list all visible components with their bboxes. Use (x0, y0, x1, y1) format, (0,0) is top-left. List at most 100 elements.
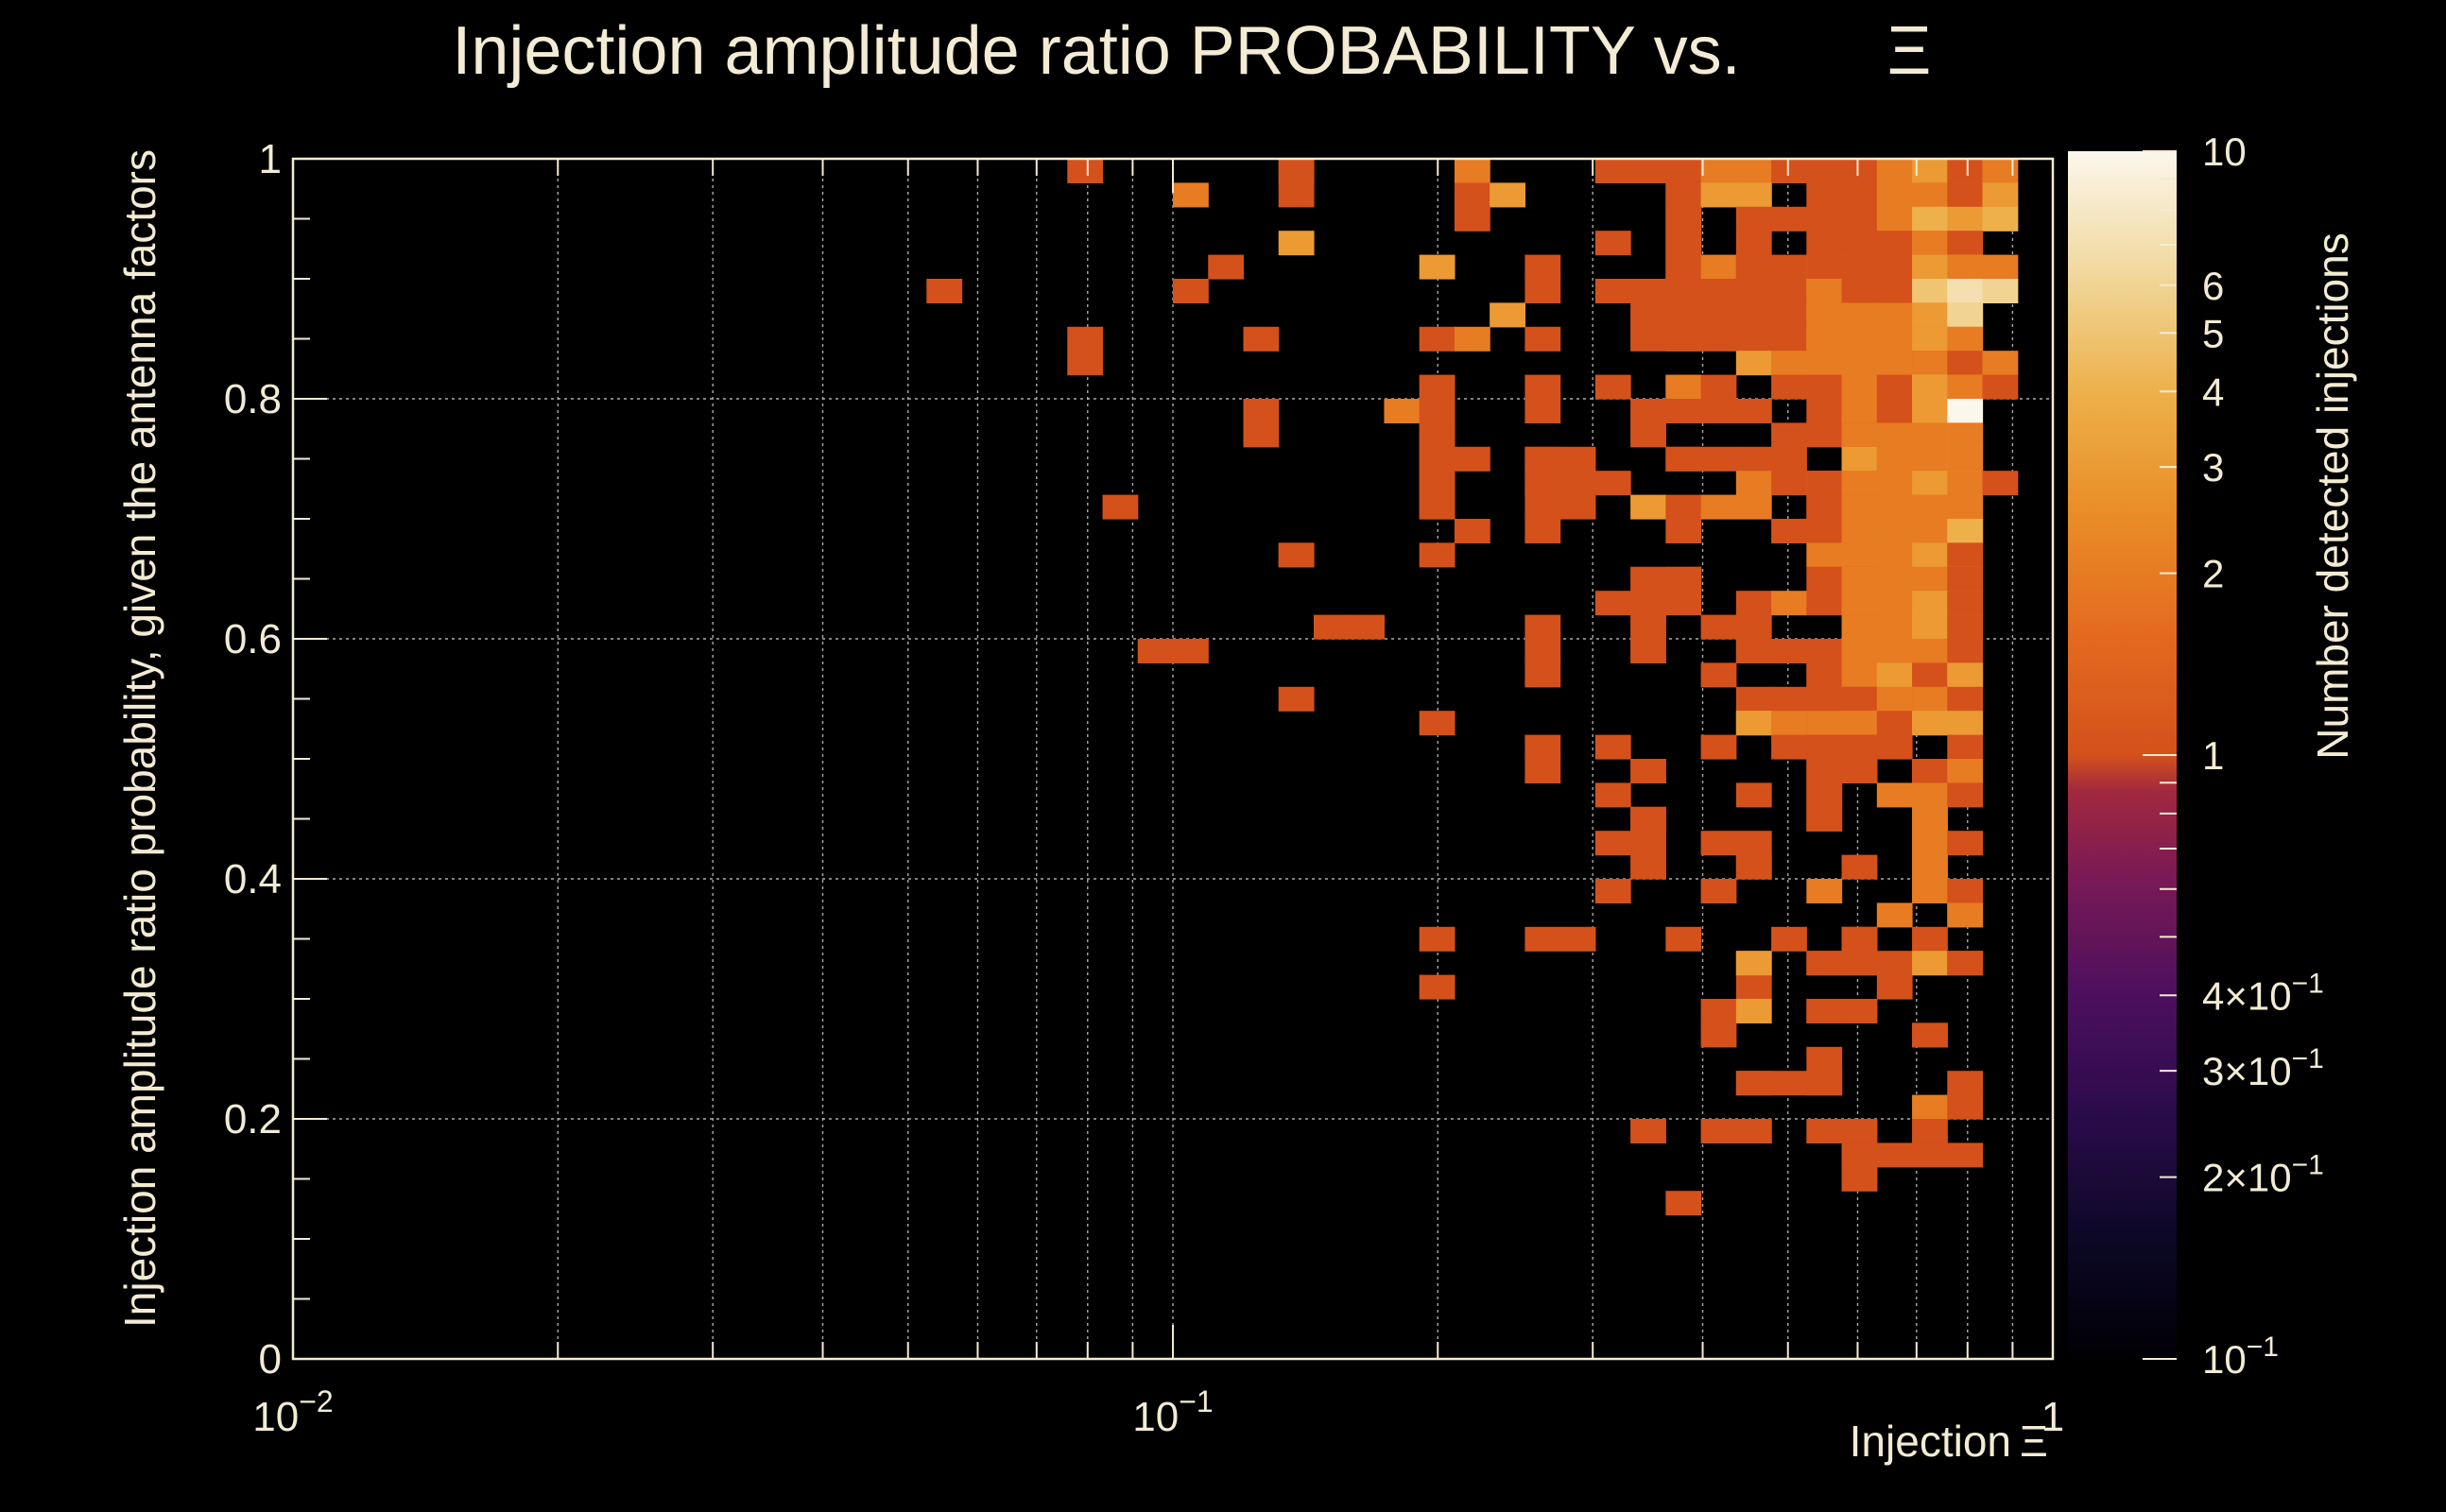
heatmap-cell (1912, 254, 1948, 280)
heatmap-cell (1806, 999, 1843, 1023)
heatmap-cell (1806, 782, 1843, 808)
heatmap-cell (1700, 326, 1737, 352)
heatmap-cell (1947, 159, 1984, 183)
heatmap-cell (1912, 711, 1948, 736)
heatmap-cell (1912, 806, 1948, 832)
heatmap-cell (1524, 662, 1561, 688)
heatmap-cell (1243, 422, 1280, 448)
heatmap-cell (1876, 351, 1913, 376)
heatmap-cell (1806, 1071, 1843, 1096)
heatmap-cell (1947, 302, 1984, 328)
heatmap-cell (1876, 182, 1913, 208)
heatmap-cell (1912, 302, 1948, 328)
heatmap-cell (1630, 1119, 1666, 1143)
heatmap-cell (1912, 231, 1948, 256)
heatmap-cell (1841, 734, 1878, 760)
heatmap-cell (1841, 566, 1878, 592)
heatmap-cell (1630, 159, 1666, 183)
heatmap-cell (1947, 614, 1984, 640)
heatmap-cell (1735, 206, 1772, 232)
colorbar-tick-label: 2×10−1 (2202, 1150, 2324, 1200)
heatmap-cell (1806, 1046, 1843, 1072)
heatmap-cell (1735, 951, 1772, 976)
heatmap-cell (1841, 254, 1878, 280)
x-tick-label: 10−1 (1132, 1384, 1213, 1440)
heatmap-cell (1912, 566, 1948, 592)
heatmap-cell (1700, 159, 1737, 183)
heatmap-cell (1876, 662, 1913, 688)
heatmap-cell (1454, 159, 1490, 183)
heatmap-cell (1665, 446, 1702, 472)
heatmap-cell (1982, 279, 2019, 303)
heatmap-cell (1947, 759, 1984, 783)
heatmap-cell (1841, 351, 1878, 376)
heatmap-cell (1947, 399, 1984, 423)
heatmap-cell (1208, 254, 1245, 280)
heatmap-cell (1806, 759, 1843, 783)
x-axis-label-text: Injection (1850, 1417, 2011, 1466)
heatmap-cell (1700, 302, 1737, 328)
heatmap-cell (1912, 182, 1948, 208)
heatmap-cell (1876, 902, 1913, 928)
heatmap-cell (1841, 639, 1878, 663)
heatmap-cell (1594, 471, 1631, 496)
heatmap-cell (1594, 782, 1631, 808)
heatmap-cell (1419, 494, 1456, 520)
heatmap-cell (1876, 782, 1913, 808)
heatmap-cells (926, 159, 2019, 1216)
heatmap-cell (1806, 422, 1843, 448)
heatmap-cell (1841, 471, 1878, 496)
heatmap-cell (1419, 542, 1456, 568)
heatmap-cell (1841, 206, 1878, 232)
heatmap-cell (1735, 1071, 1772, 1096)
heatmap-cell (1630, 831, 1666, 856)
heatmap-cell (1419, 422, 1456, 448)
heatmap-cell (1841, 759, 1878, 783)
heatmap-cell (1700, 662, 1737, 688)
heatmap-cell (1806, 279, 1843, 303)
heatmap-cell (1735, 351, 1772, 376)
heatmap-cell (1419, 974, 1456, 1000)
heatmap-cell (1665, 591, 1702, 616)
heatmap-cell (1524, 446, 1561, 472)
heatmap-cell (1137, 639, 1174, 663)
heatmap-cell (1735, 254, 1772, 280)
heatmap-cell (1278, 231, 1315, 256)
heatmap-cell (1067, 351, 1104, 376)
heatmap-cell (1912, 639, 1948, 663)
heatmap-cell (1278, 686, 1315, 712)
heatmap-cell (1841, 951, 1878, 976)
heatmap-cell (1665, 302, 1702, 328)
heatmap-cell (1912, 519, 1948, 543)
heatmap-cell (1419, 326, 1456, 352)
heatmap-cell (1841, 399, 1878, 423)
heatmap-cell (1841, 422, 1878, 448)
heatmap-cell (1771, 206, 1807, 232)
heatmap-cell (1876, 494, 1913, 520)
heatmap-cell (1912, 614, 1948, 640)
heatmap-cell (1524, 326, 1561, 352)
heatmap-cell (1876, 591, 1913, 616)
heatmap-cell (1454, 519, 1490, 543)
heatmap-cell (1982, 374, 2019, 400)
heatmap-cell (1806, 182, 1843, 208)
heatmap-cell (1243, 399, 1280, 423)
heatmap-cell (1665, 326, 1702, 352)
heatmap-cell (1947, 231, 1984, 256)
heatmap-cell (1806, 519, 1843, 543)
colorbar-tick-label: 3×10−1 (2202, 1043, 2324, 1093)
heatmap-cell (1912, 494, 1948, 520)
heatmap-cell (1771, 422, 1807, 448)
heatmap-cell (1665, 566, 1702, 592)
heatmap-cell (1559, 926, 1596, 952)
heatmap-cell (1419, 254, 1456, 280)
heatmap-cell (1665, 279, 1702, 303)
heatmap-cell (1454, 446, 1490, 472)
heatmap-cell (1947, 686, 1984, 712)
heatmap-cell (1771, 519, 1807, 543)
heatmap-cell (1700, 182, 1737, 208)
heatmap-cell (1947, 879, 1984, 903)
heatmap-cell (1982, 182, 2019, 208)
heatmap-cell (1665, 254, 1702, 280)
heatmap-cell (1912, 926, 1948, 952)
